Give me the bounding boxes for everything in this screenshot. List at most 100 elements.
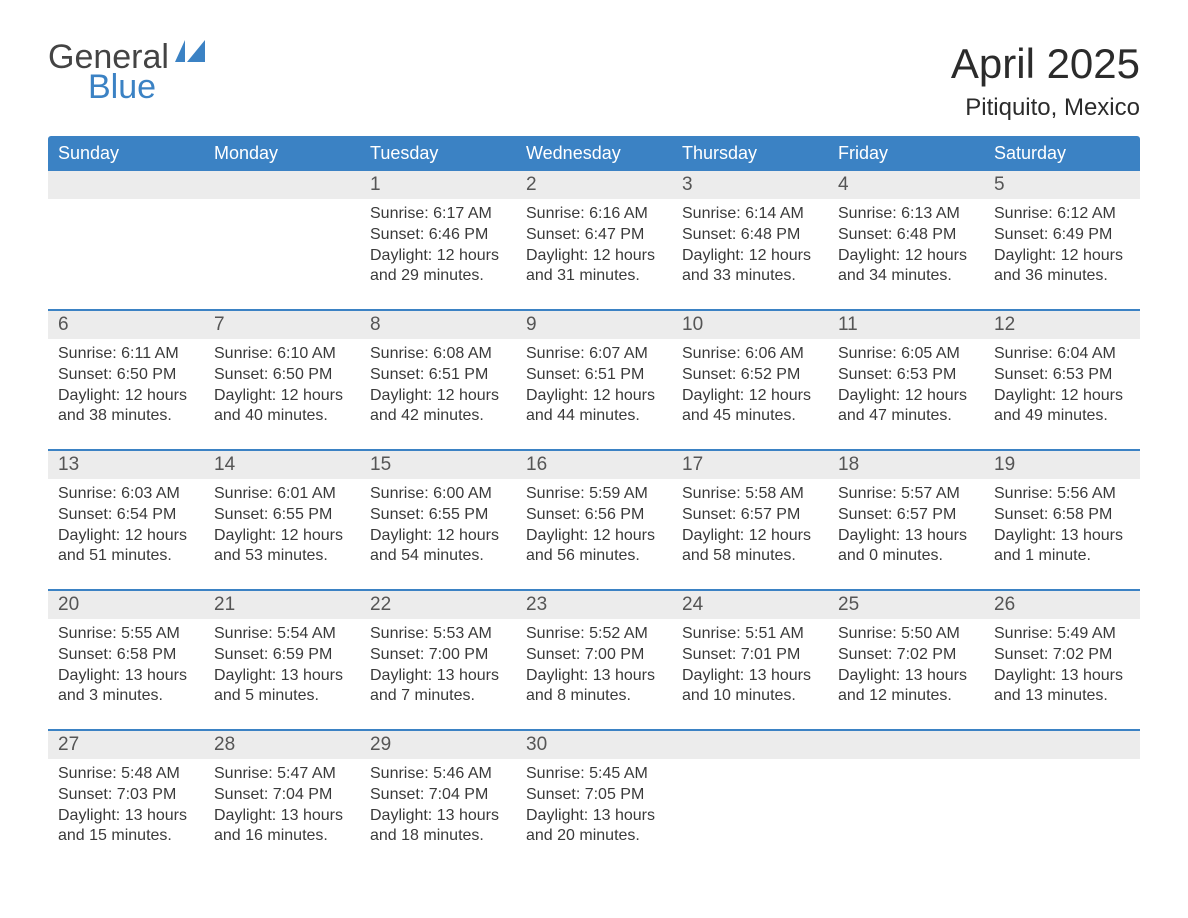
daylight-line: Daylight: 12 hours and 54 minutes.	[370, 526, 506, 568]
sunset-line: Sunset: 6:58 PM	[58, 645, 194, 666]
daylight-line: Daylight: 13 hours and 7 minutes.	[370, 666, 506, 708]
sunrise-line: Sunrise: 6:14 AM	[682, 204, 818, 225]
daylight-line: Daylight: 13 hours and 12 minutes.	[838, 666, 974, 708]
day-number: 30	[516, 731, 672, 759]
day-number: 2	[516, 171, 672, 199]
day-cell: Sunrise: 5:51 AMSunset: 7:01 PMDaylight:…	[672, 619, 828, 711]
day-cell: Sunrise: 5:56 AMSunset: 6:58 PMDaylight:…	[984, 479, 1140, 571]
day-cell: Sunrise: 5:48 AMSunset: 7:03 PMDaylight:…	[48, 759, 204, 851]
day-cell: Sunrise: 5:47 AMSunset: 7:04 PMDaylight:…	[204, 759, 360, 851]
location: Pitiquito, Mexico	[951, 94, 1140, 122]
day-of-week-row: Sunday Monday Tuesday Wednesday Thursday…	[48, 136, 1140, 171]
sunset-line: Sunset: 7:04 PM	[370, 785, 506, 806]
sunset-line: Sunset: 6:47 PM	[526, 225, 662, 246]
day-number: 6	[48, 311, 204, 339]
day-number: 26	[984, 591, 1140, 619]
day-cell: Sunrise: 6:11 AMSunset: 6:50 PMDaylight:…	[48, 339, 204, 431]
week-block: 12345Sunrise: 6:17 AMSunset: 6:46 PMDayl…	[48, 171, 1140, 309]
logo-flag-icon	[175, 40, 207, 67]
day-number-strip: 12345	[48, 171, 1140, 199]
dow-monday: Monday	[204, 136, 360, 171]
dow-friday: Friday	[828, 136, 984, 171]
day-cell: Sunrise: 5:50 AMSunset: 7:02 PMDaylight:…	[828, 619, 984, 711]
sunset-line: Sunset: 6:53 PM	[994, 365, 1130, 386]
week-block: 6789101112Sunrise: 6:11 AMSunset: 6:50 P…	[48, 309, 1140, 449]
day-cell: Sunrise: 6:00 AMSunset: 6:55 PMDaylight:…	[360, 479, 516, 571]
day-number-strip: 20212223242526	[48, 589, 1140, 619]
sunrise-line: Sunrise: 5:53 AM	[370, 624, 506, 645]
day-number: 8	[360, 311, 516, 339]
day-cell: Sunrise: 6:12 AMSunset: 6:49 PMDaylight:…	[984, 199, 1140, 291]
day-cell: Sunrise: 6:01 AMSunset: 6:55 PMDaylight:…	[204, 479, 360, 571]
day-number: 10	[672, 311, 828, 339]
day-cell	[672, 759, 828, 851]
dow-sunday: Sunday	[48, 136, 204, 171]
sunset-line: Sunset: 6:55 PM	[370, 505, 506, 526]
dow-thursday: Thursday	[672, 136, 828, 171]
day-cell: Sunrise: 6:16 AMSunset: 6:47 PMDaylight:…	[516, 199, 672, 291]
sunset-line: Sunset: 6:50 PM	[214, 365, 350, 386]
day-number	[828, 731, 984, 759]
day-cell: Sunrise: 5:57 AMSunset: 6:57 PMDaylight:…	[828, 479, 984, 571]
day-number: 3	[672, 171, 828, 199]
sunrise-line: Sunrise: 5:46 AM	[370, 764, 506, 785]
month-title: April 2025	[951, 40, 1140, 88]
day-number: 16	[516, 451, 672, 479]
day-cell: Sunrise: 5:53 AMSunset: 7:00 PMDaylight:…	[360, 619, 516, 711]
day-number-strip: 27282930	[48, 729, 1140, 759]
day-cell: Sunrise: 5:59 AMSunset: 6:56 PMDaylight:…	[516, 479, 672, 571]
daylight-line: Daylight: 12 hours and 45 minutes.	[682, 386, 818, 428]
daylight-line: Daylight: 13 hours and 5 minutes.	[214, 666, 350, 708]
daylight-line: Daylight: 12 hours and 40 minutes.	[214, 386, 350, 428]
day-number: 17	[672, 451, 828, 479]
daylight-line: Daylight: 12 hours and 36 minutes.	[994, 246, 1130, 288]
sunrise-line: Sunrise: 5:56 AM	[994, 484, 1130, 505]
day-number	[204, 171, 360, 199]
sunset-line: Sunset: 6:55 PM	[214, 505, 350, 526]
sunrise-line: Sunrise: 6:04 AM	[994, 344, 1130, 365]
dow-tuesday: Tuesday	[360, 136, 516, 171]
sunrise-line: Sunrise: 6:16 AM	[526, 204, 662, 225]
day-number: 7	[204, 311, 360, 339]
sunset-line: Sunset: 7:03 PM	[58, 785, 194, 806]
sunrise-line: Sunrise: 6:13 AM	[838, 204, 974, 225]
sunrise-line: Sunrise: 5:59 AM	[526, 484, 662, 505]
sunset-line: Sunset: 6:49 PM	[994, 225, 1130, 246]
day-number: 28	[204, 731, 360, 759]
day-content-strip: Sunrise: 6:03 AMSunset: 6:54 PMDaylight:…	[48, 479, 1140, 589]
sunset-line: Sunset: 7:00 PM	[370, 645, 506, 666]
daylight-line: Daylight: 13 hours and 13 minutes.	[994, 666, 1130, 708]
day-cell: Sunrise: 6:10 AMSunset: 6:50 PMDaylight:…	[204, 339, 360, 431]
daylight-line: Daylight: 12 hours and 31 minutes.	[526, 246, 662, 288]
week-block: 20212223242526Sunrise: 5:55 AMSunset: 6:…	[48, 589, 1140, 729]
day-number: 14	[204, 451, 360, 479]
sunrise-line: Sunrise: 5:52 AM	[526, 624, 662, 645]
day-cell: Sunrise: 6:17 AMSunset: 6:46 PMDaylight:…	[360, 199, 516, 291]
sunset-line: Sunset: 6:52 PM	[682, 365, 818, 386]
daylight-line: Daylight: 13 hours and 3 minutes.	[58, 666, 194, 708]
sunrise-line: Sunrise: 6:10 AM	[214, 344, 350, 365]
day-cell: Sunrise: 5:58 AMSunset: 6:57 PMDaylight:…	[672, 479, 828, 571]
daylight-line: Daylight: 13 hours and 16 minutes.	[214, 806, 350, 848]
daylight-line: Daylight: 12 hours and 56 minutes.	[526, 526, 662, 568]
daylight-line: Daylight: 12 hours and 58 minutes.	[682, 526, 818, 568]
daylight-line: Daylight: 13 hours and 20 minutes.	[526, 806, 662, 848]
daylight-line: Daylight: 12 hours and 33 minutes.	[682, 246, 818, 288]
sunset-line: Sunset: 6:50 PM	[58, 365, 194, 386]
day-cell: Sunrise: 5:49 AMSunset: 7:02 PMDaylight:…	[984, 619, 1140, 711]
week-block: 13141516171819Sunrise: 6:03 AMSunset: 6:…	[48, 449, 1140, 589]
sunset-line: Sunset: 6:46 PM	[370, 225, 506, 246]
sunset-line: Sunset: 7:00 PM	[526, 645, 662, 666]
day-cell: Sunrise: 6:05 AMSunset: 6:53 PMDaylight:…	[828, 339, 984, 431]
sunrise-line: Sunrise: 6:01 AM	[214, 484, 350, 505]
daylight-line: Daylight: 13 hours and 10 minutes.	[682, 666, 818, 708]
day-cell	[828, 759, 984, 851]
day-number: 24	[672, 591, 828, 619]
daylight-line: Daylight: 13 hours and 0 minutes.	[838, 526, 974, 568]
sunrise-line: Sunrise: 5:51 AM	[682, 624, 818, 645]
daylight-line: Daylight: 12 hours and 44 minutes.	[526, 386, 662, 428]
sunrise-line: Sunrise: 5:57 AM	[838, 484, 974, 505]
week-block: 27282930Sunrise: 5:48 AMSunset: 7:03 PMD…	[48, 729, 1140, 869]
sunset-line: Sunset: 6:57 PM	[682, 505, 818, 526]
title-block: April 2025 Pitiquito, Mexico	[951, 40, 1140, 122]
